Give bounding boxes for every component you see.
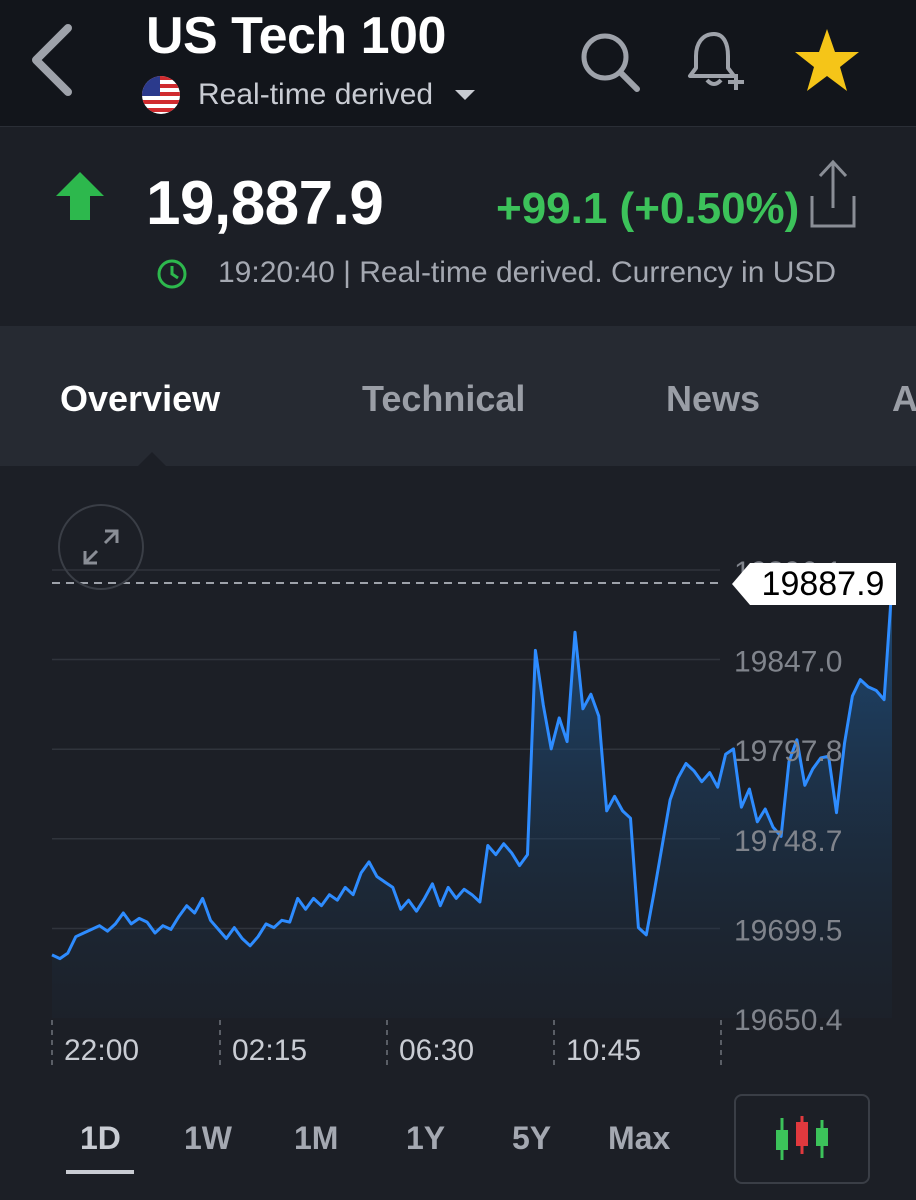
range-1m[interactable]: 1M [294, 1120, 339, 1156]
tab-technical[interactable]: Technical [362, 378, 526, 419]
price-chart[interactable]: 19650.419699.519748.719797.819847.019896… [0, 0, 916, 1086]
share-button[interactable] [802, 156, 864, 232]
up-arrow-icon [56, 172, 104, 220]
expand-icon [83, 529, 119, 565]
price-change: +99.1 (+0.50%) [496, 184, 800, 233]
alert-button[interactable] [682, 26, 752, 96]
app-header: US Tech 100 Real-time derived [0, 0, 916, 127]
star-icon [795, 29, 859, 91]
last-price: 19,887.9 [146, 169, 384, 238]
range-5y[interactable]: 5Y [512, 1120, 552, 1156]
search-icon [581, 33, 640, 92]
chart-type-button[interactable] [734, 1094, 870, 1184]
price-area-fill [52, 585, 892, 1018]
tab-overview[interactable]: Overview [60, 378, 221, 419]
range-max[interactable]: Max [608, 1120, 671, 1156]
current-price-tag: 19887.9 [732, 563, 896, 605]
active-tab-pointer [138, 452, 166, 466]
candlestick-icon [776, 1116, 828, 1160]
y-tick-label: 19797.8 [734, 735, 842, 768]
chevron-down-icon [455, 90, 476, 100]
search-button[interactable] [574, 26, 644, 96]
y-tick-label: 19650.4 [734, 1004, 842, 1037]
x-tick-label: 22:00 [64, 1034, 139, 1067]
active-range-underline [66, 1170, 134, 1174]
data-source-label: Real-time derived [198, 78, 434, 111]
tab-news[interactable]: News [666, 378, 761, 419]
bell-plus-icon [688, 32, 744, 90]
quote-panel: 19,887.9 +99.1 (+0.50%) 19:20:40 | Real-… [0, 128, 916, 326]
range-1w[interactable]: 1W [184, 1120, 232, 1156]
range-1d[interactable]: 1D [80, 1120, 121, 1156]
y-tick-label: 19748.7 [734, 825, 842, 858]
expand-chart-button[interactable] [58, 504, 144, 590]
price-series-line [51, 584, 894, 961]
share-icon [810, 159, 856, 228]
data-source-selector[interactable]: Real-time derived [142, 76, 476, 114]
range-1y[interactable]: 1Y [406, 1120, 446, 1156]
back-button[interactable] [22, 22, 82, 98]
y-tick-label: 19847.0 [734, 646, 842, 679]
section-tabs: Overview Technical News A [0, 326, 916, 466]
watchlist-star-button[interactable] [792, 26, 862, 96]
y-tick-label: 19699.5 [734, 914, 842, 947]
x-tick-label: 10:45 [566, 1034, 641, 1067]
tab-more[interactable]: A [892, 378, 916, 419]
clock-icon [157, 259, 187, 289]
instrument-title: US Tech 100 [146, 7, 446, 65]
time-range-bar: 1D 1W 1M 1Y 5Y Max [0, 1086, 916, 1200]
x-tick-label: 06:30 [399, 1034, 474, 1067]
quote-timestamp: 19:20:40 | Real-time derived. Currency i… [218, 256, 837, 289]
x-tick-label: 02:15 [232, 1034, 307, 1067]
back-icon [32, 24, 72, 96]
us-flag-icon [142, 76, 180, 114]
